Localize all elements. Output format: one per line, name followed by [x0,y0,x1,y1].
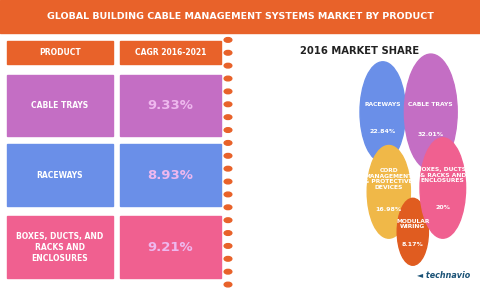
Text: ◄ technavio: ◄ technavio [418,271,470,280]
Ellipse shape [420,138,466,238]
Text: PRODUCT: PRODUCT [39,48,81,57]
Text: GLOBAL BUILDING CABLE MANAGEMENT SYSTEMS MARKET BY PRODUCT: GLOBAL BUILDING CABLE MANAGEMENT SYSTEMS… [47,12,433,21]
Text: BOXES, DUCTS,
& RACKS AND
ENCLOSURES: BOXES, DUCTS, & RACKS AND ENCLOSURES [417,167,468,183]
Text: 2016 MARKET SHARE: 2016 MARKET SHARE [300,47,420,56]
Text: 9.33%: 9.33% [147,99,193,112]
Text: 8.17%: 8.17% [402,242,424,247]
Text: CABLE TRAYS: CABLE TRAYS [31,101,88,110]
Text: 32.01%: 32.01% [418,132,444,136]
Text: CORD
MANAGEMENT
& PROTECTIVE
DEVICES: CORD MANAGEMENT & PROTECTIVE DEVICES [364,168,413,190]
Ellipse shape [360,62,406,162]
Text: 22.84%: 22.84% [370,129,396,134]
Text: 9.21%: 9.21% [147,241,193,254]
Text: RACEWAYS: RACEWAYS [364,102,401,107]
Ellipse shape [367,146,410,238]
Bar [120,41,221,64]
Bar [7,144,113,206]
Text: MODULAR
WIRING: MODULAR WIRING [396,219,430,229]
Bar [120,75,221,136]
Bar [7,216,113,278]
Ellipse shape [404,54,457,170]
Bar [7,75,113,136]
Text: BOXES, DUCTS, AND
RACKS AND
ENCLOSURES: BOXES, DUCTS, AND RACKS AND ENCLOSURES [16,232,103,263]
Bar [120,216,221,278]
Text: CABLE TRAYS: CABLE TRAYS [408,102,453,107]
Text: 8.93%: 8.93% [147,168,193,182]
Text: RACEWAYS: RACEWAYS [36,171,83,180]
Text: CAGR 2016-2021: CAGR 2016-2021 [135,48,206,57]
Text: 20%: 20% [435,205,450,210]
Bar [7,41,113,64]
Bar [120,144,221,206]
Text: 16.98%: 16.98% [376,207,402,212]
Ellipse shape [397,198,428,265]
